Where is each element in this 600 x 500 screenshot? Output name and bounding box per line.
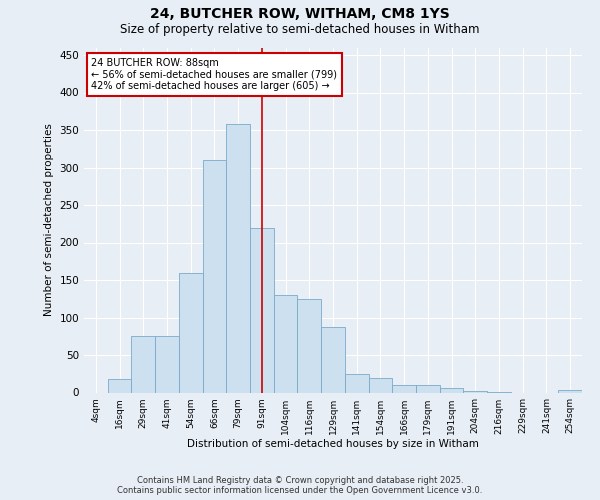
X-axis label: Distribution of semi-detached houses by size in Witham: Distribution of semi-detached houses by …	[187, 440, 479, 450]
Bar	[131, 336, 155, 392]
Bar	[463, 391, 487, 392]
Bar	[368, 378, 392, 392]
Text: Size of property relative to semi-detached houses in Witham: Size of property relative to semi-detach…	[120, 22, 480, 36]
Bar	[179, 272, 203, 392]
Bar	[226, 124, 250, 392]
Text: Contains HM Land Registry data © Crown copyright and database right 2025.
Contai: Contains HM Land Registry data © Crown c…	[118, 476, 482, 495]
Bar	[440, 388, 463, 392]
Bar	[203, 160, 226, 392]
Bar	[250, 228, 274, 392]
Bar	[298, 298, 321, 392]
Bar	[108, 379, 131, 392]
Bar	[416, 385, 440, 392]
Text: 24, BUTCHER ROW, WITHAM, CM8 1YS: 24, BUTCHER ROW, WITHAM, CM8 1YS	[150, 8, 450, 22]
Bar	[155, 336, 179, 392]
Bar	[558, 390, 582, 392]
Bar	[392, 385, 416, 392]
Bar	[321, 326, 345, 392]
Y-axis label: Number of semi-detached properties: Number of semi-detached properties	[44, 124, 54, 316]
Text: 24 BUTCHER ROW: 88sqm
← 56% of semi-detached houses are smaller (799)
42% of sem: 24 BUTCHER ROW: 88sqm ← 56% of semi-deta…	[91, 58, 337, 91]
Bar	[345, 374, 368, 392]
Bar	[274, 295, 298, 392]
